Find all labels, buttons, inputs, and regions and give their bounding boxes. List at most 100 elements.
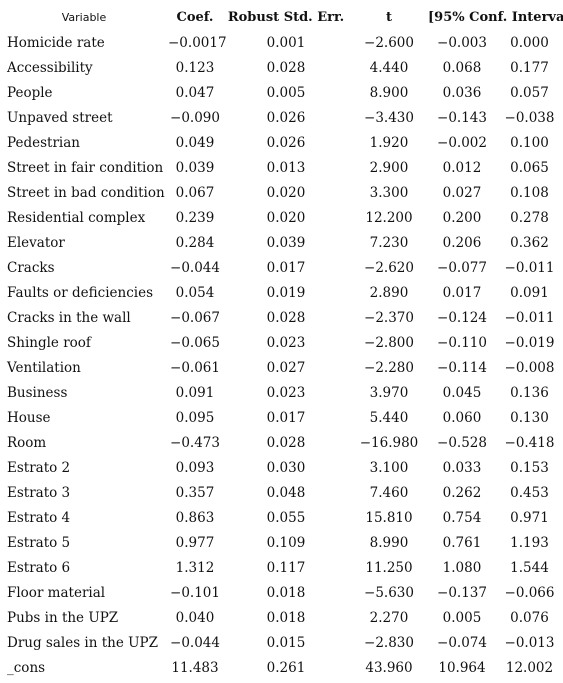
cell-ci-low: 0.005: [442, 609, 482, 626]
cell-ci-high: 0.065: [510, 159, 549, 176]
cell-coef: 11.483: [171, 659, 219, 676]
cell-t: −2.280: [364, 359, 414, 376]
table-row: Room −0.473 0.028 −16.980 −0.528 −0.418: [0, 430, 563, 455]
cell-variable: Street in fair condition: [7, 159, 164, 176]
table-header: Variable Coef. Robust Std. Err. t [95% C…: [0, 4, 563, 30]
cell-variable: Drug sales in the UPZ: [7, 634, 158, 651]
cell-ci-high: 12.002: [505, 659, 554, 676]
cell-robust-std-err: 0.018: [266, 584, 306, 601]
cell-ci-high: −0.019: [504, 334, 555, 351]
cell-t: 7.460: [369, 484, 409, 501]
cell-t: 4.440: [369, 59, 409, 76]
cell-variable: Street in bad condition: [7, 184, 165, 201]
header-robust-std-err: Robust Std. Err.: [227, 9, 345, 25]
cell-ci-high: −0.066: [504, 584, 555, 601]
cell-t: −16.980: [359, 434, 419, 451]
cell-coef: 0.067: [175, 184, 215, 201]
table-row: Cracks −0.044 0.017 −2.620 −0.077 −0.011: [0, 255, 563, 280]
cell-coef: −0.061: [170, 359, 220, 376]
cell-ci-high: 0.278: [510, 209, 549, 226]
table-row: Floor material −0.101 0.018 −5.630 −0.137 −0.…: [0, 580, 563, 605]
cell-ci-low: 0.754: [442, 509, 482, 526]
cell-coef: −0.065: [170, 334, 220, 351]
cell-robust-std-err: 0.023: [266, 384, 306, 401]
cell-ci-high: 0.136: [510, 384, 549, 401]
cell-coef: 0.091: [175, 384, 215, 401]
cell-ci-low: 10.964: [438, 659, 486, 676]
table-row: Street in fair condition 0.039 0.013 2.900 0…: [0, 155, 563, 180]
cell-robust-std-err: 0.026: [266, 134, 306, 151]
cell-robust-std-err: 0.028: [266, 309, 306, 326]
cell-ci-high: 0.362: [510, 234, 549, 251]
cell-ci-low: −0.137: [437, 584, 487, 601]
cell-robust-std-err: 0.013: [266, 159, 306, 176]
table-row: Residential complex 0.239 0.020 12.200 0.200…: [0, 205, 563, 230]
header-coef: Coef.: [176, 9, 214, 25]
table-row: Business 0.091 0.023 3.970 0.045 0.136: [0, 380, 563, 405]
cell-ci-high: 0.130: [510, 409, 549, 426]
cell-coef: −0.473: [170, 434, 220, 451]
cell-robust-std-err: 0.117: [266, 559, 306, 576]
cell-robust-std-err: 0.020: [266, 184, 306, 201]
cell-t: 12.200: [365, 209, 413, 226]
cell-ci-low: 0.761: [442, 534, 482, 551]
cell-ci-high: −0.011: [504, 309, 555, 326]
cell-t: 2.890: [369, 284, 409, 301]
cell-variable: Homicide rate: [7, 34, 105, 51]
cell-ci-low: 0.017: [442, 284, 482, 301]
cell-ci-high: 0.091: [510, 284, 549, 301]
cell-variable: _cons: [7, 659, 46, 676]
table-row: Estrato 3 0.357 0.048 7.460 0.262 0.453: [0, 480, 563, 505]
cell-coef: −0.090: [170, 109, 220, 126]
cell-ci-high: 1.544: [510, 559, 549, 576]
cell-variable: Estrato 3: [7, 484, 71, 501]
cell-ci-low: −0.124: [437, 309, 487, 326]
cell-variable: Ventilation: [7, 359, 81, 376]
header-conf-interval: [95% Conf. Interval]: [428, 9, 563, 25]
cell-variable: Room: [7, 434, 47, 451]
cell-ci-low: −0.074: [437, 634, 487, 651]
cell-ci-high: 0.971: [510, 509, 549, 526]
cell-ci-high: 0.153: [510, 459, 549, 476]
cell-robust-std-err: 0.109: [266, 534, 306, 551]
table-row: Cracks in the wall −0.067 0.028 −2.370 −0.12…: [0, 305, 563, 330]
header-t: t: [385, 9, 392, 25]
cell-t: 2.900: [369, 159, 409, 176]
cell-t: −2.620: [364, 259, 414, 276]
cell-robust-std-err: 0.017: [266, 409, 306, 426]
cell-variable: Estrato 2: [7, 459, 71, 476]
cell-coef: 0.039: [175, 159, 215, 176]
cell-variable: Estrato 5: [7, 534, 71, 551]
table-row: Elevator 0.284 0.039 7.230 0.206 0.362: [0, 230, 563, 255]
cell-t: 2.270: [369, 609, 409, 626]
cell-ci-low: 0.027: [442, 184, 482, 201]
cell-ci-low: 0.200: [442, 209, 482, 226]
cell-ci-low: −0.002: [437, 134, 487, 151]
cell-coef: 0.095: [175, 409, 215, 426]
cell-coef: −0.044: [170, 634, 220, 651]
cell-variable: Elevator: [7, 234, 65, 251]
cell-coef: −0.067: [170, 309, 220, 326]
cell-t: 8.990: [369, 534, 409, 551]
cell-ci-low: −0.143: [437, 109, 487, 126]
cell-t: 1.920: [369, 134, 409, 151]
cell-variable: Estrato 6: [7, 559, 71, 576]
table-row: Homicide rate −0.0017 0.001 −2.600 −0.003 0.0…: [0, 30, 563, 55]
cell-ci-high: −0.418: [504, 434, 555, 451]
cell-coef: 0.123: [175, 59, 215, 76]
cell-coef: 0.239: [175, 209, 215, 226]
cell-ci-high: −0.008: [504, 359, 555, 376]
table-row: Estrato 2 0.093 0.030 3.100 0.033 0.153: [0, 455, 563, 480]
cell-ci-high: 0.000: [510, 34, 549, 51]
cell-robust-std-err: 0.023: [266, 334, 306, 351]
cell-variable: Residential complex: [7, 209, 146, 226]
cell-t: 43.960: [365, 659, 413, 676]
cell-robust-std-err: 0.055: [266, 509, 306, 526]
cell-robust-std-err: 0.028: [266, 434, 306, 451]
table-row: Estrato 4 0.863 0.055 15.810 0.754 0.971: [0, 505, 563, 530]
cell-ci-low: −0.003: [437, 34, 487, 51]
cell-t: −2.370: [364, 309, 414, 326]
cell-variable: Cracks in the wall: [7, 309, 131, 326]
table-row: Pubs in the UPZ 0.040 0.018 2.270 0.005 0.076: [0, 605, 563, 630]
cell-t: −2.600: [364, 34, 414, 51]
